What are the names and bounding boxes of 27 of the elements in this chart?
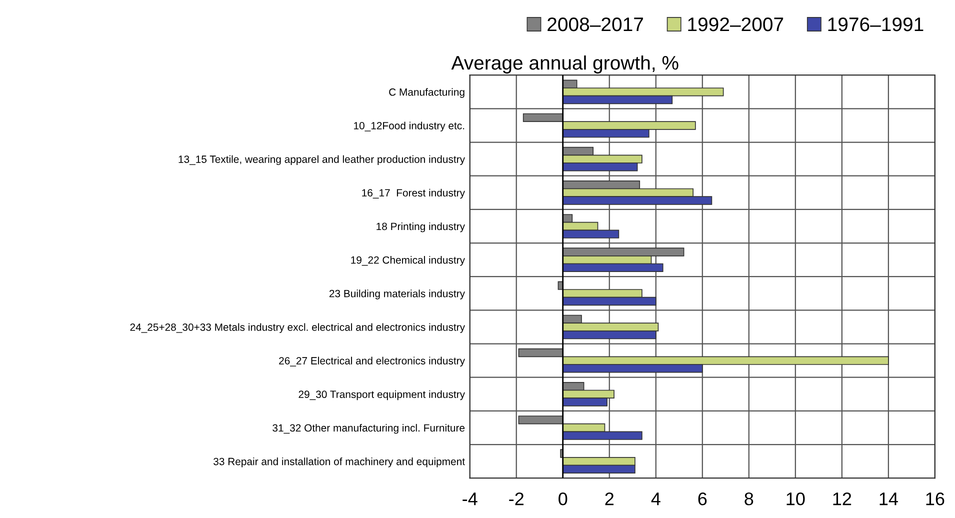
y-tick-label: 13_15 Textile, wearing apparel and leather production industry: [178, 155, 465, 166]
x-tick-label: 14: [880, 492, 898, 506]
x-tick-label: 10: [786, 492, 805, 506]
x-tick-label: -2: [509, 492, 524, 506]
chart-title: Average annual growth, %: [451, 55, 678, 74]
y-tick-label: C Manufacturing: [389, 88, 464, 98]
x-tick-label: 16: [926, 492, 944, 506]
x-tick-label: 12: [833, 492, 852, 506]
y-tick-label: 23 Building materials industry: [329, 290, 465, 300]
legend-label: 1992–2007: [688, 17, 784, 32]
x-tick-label: 4: [651, 492, 660, 506]
y-tick-label: 31_32 Other manufacturing incl. Furniture: [272, 424, 465, 434]
legend-label: 1976–1991: [828, 17, 924, 32]
legend-label: 2008–2017: [548, 17, 643, 32]
y-tick-label: 16_17 Forest industry: [362, 188, 465, 199]
x-tick-label: 2: [605, 492, 614, 506]
y-tick-label: 29_30 Transport equipment industry: [298, 390, 465, 400]
x-tick-label: -4: [462, 492, 478, 506]
y-tick-label: 33 Repair and installation of machinery and equipment: [214, 458, 465, 468]
x-tick-label: 6: [698, 492, 707, 506]
x-tick-label: 0: [558, 492, 568, 506]
x-tick-label: 8: [744, 492, 754, 506]
y-tick-label: 26_27 Electrical and electronics industry: [279, 356, 465, 367]
y-tick-label: 10_12Food industry etc.: [354, 122, 464, 132]
y-tick-label: 19_22 Chemical industry: [351, 256, 465, 266]
y-tick-label: 24_25+28_30+33 Metals industry excl. electrical and electronics industry: [130, 323, 465, 333]
y-tick-label: 18 Printing industry: [376, 222, 465, 232]
